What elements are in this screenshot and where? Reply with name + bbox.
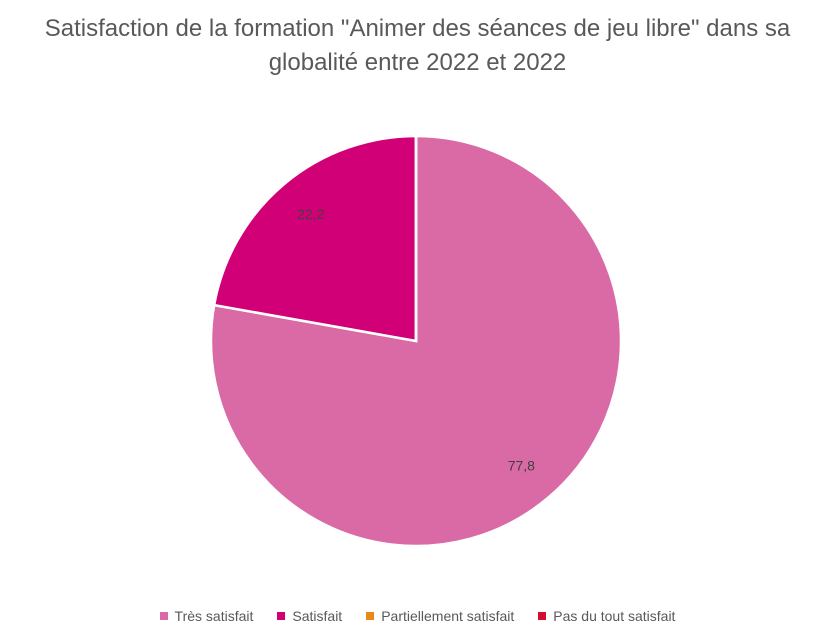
legend-label: Pas du tout satisfait [553, 608, 676, 624]
legend-label: Partiellement satisfait [381, 608, 515, 624]
pie-slice [212, 134, 418, 343]
chart-title: Satisfaction de la formation "Animer des… [44, 15, 791, 76]
legend-label: Très satisfait [174, 608, 254, 624]
legend: Très satisfait Satisfait Partiellement sat… [0, 608, 835, 624]
legend-item: Satisfait [277, 608, 342, 624]
data-label: 77,8 [508, 457, 535, 473]
chart: 77,8 22,2 [209, 134, 623, 548]
data-label: 22,2 [297, 206, 324, 222]
legend-item: Très satisfait [159, 608, 254, 624]
chart-title-box: Satisfaction de la formation "Animer des… [0, 12, 835, 80]
legend-swatch [277, 612, 286, 620]
legend-item: Pas du tout satisfait [538, 608, 675, 624]
legend-swatch [366, 612, 375, 620]
legend-item: Partiellement satisfait [366, 608, 514, 624]
legend-swatch [159, 612, 168, 620]
legend-label: Satisfait [292, 608, 343, 624]
legend-swatch [538, 612, 547, 620]
